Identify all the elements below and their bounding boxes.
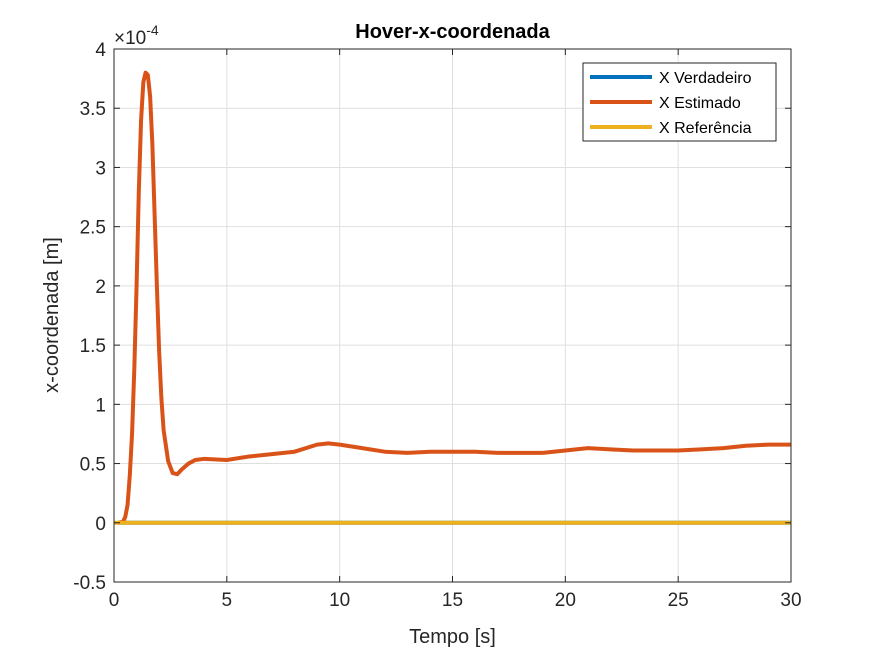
legend-label-x-referencia: X Referência <box>659 120 752 137</box>
y-tick-label: 3 <box>95 158 106 179</box>
x-tick-label: 5 <box>222 590 233 611</box>
series-line-x-estimado <box>118 70 791 525</box>
chart-title: Hover-x-coordenada <box>355 21 550 43</box>
legend-entry-x-verdadeiro: X Verdadeiro <box>590 70 752 87</box>
y-axis-exponent: ×10-4 <box>114 22 159 49</box>
x-tick-label: 10 <box>329 590 350 611</box>
x-tick-label: 30 <box>780 590 801 611</box>
x-tick-label: 15 <box>442 590 463 611</box>
y-axis-exponent-power: -4 <box>146 22 159 38</box>
legend-entry-x-referencia: X Referência <box>590 120 752 137</box>
y-tick-label: 4 <box>95 40 106 61</box>
y-tick-label: 1.5 <box>80 336 106 357</box>
series-lines <box>114 70 791 525</box>
x-tick-label: 20 <box>555 590 576 611</box>
y-axis-exponent-base: ×10 <box>114 28 146 49</box>
legend: X Verdadeiro X Estimado X Referência <box>582 62 777 142</box>
y-tick-label: 1 <box>95 395 106 416</box>
legend-entry-x-estimado: X Estimado <box>590 95 741 112</box>
x-tick-label: 25 <box>668 590 689 611</box>
x-axis-label: Tempo [s] <box>409 626 496 648</box>
y-tick-label: 0 <box>95 514 106 535</box>
legend-label-x-estimado: X Estimado <box>659 95 741 112</box>
y-tick-label: 0.5 <box>80 455 106 476</box>
y-axis-label: x-coordenada [m] <box>41 237 63 393</box>
y-tick-label: -0.5 <box>73 573 106 594</box>
x-tick-label: 0 <box>109 590 120 611</box>
y-tick-label: 2 <box>95 277 106 298</box>
axis-ticks: 0 5 10 15 20 25 30-0.500.511.522.533.54 <box>73 40 801 611</box>
y-tick-label: 3.5 <box>80 99 106 120</box>
y-tick-label: 2.5 <box>80 218 106 239</box>
legend-label-x-verdadeiro: X Verdadeiro <box>659 70 752 87</box>
